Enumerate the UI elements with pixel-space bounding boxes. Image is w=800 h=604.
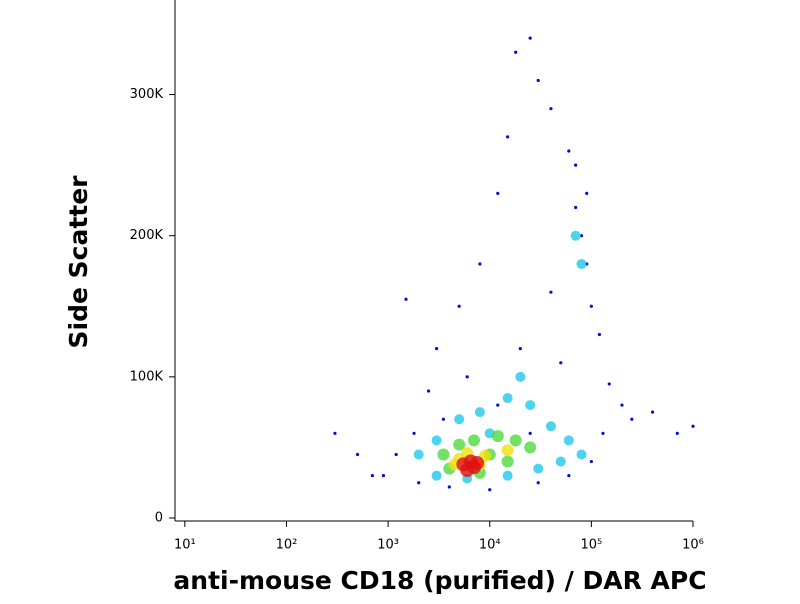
data-point [620,403,624,407]
data-point [506,135,510,139]
data-point [488,488,492,492]
data-point [412,431,416,435]
x-tick-label: 10³ [377,538,399,553]
x-tick-label: 10⁶ [682,538,704,553]
data-point [478,262,482,266]
data-point [559,361,563,365]
data-point [515,371,526,382]
y-tick-label: 0 [155,511,163,526]
data-point [528,431,532,435]
data-point [570,230,581,241]
data-point [630,417,634,421]
data-point [574,163,578,167]
data-point [509,434,522,447]
data-point [501,455,514,468]
data-point [528,36,532,40]
x-tick-label: 10¹ [174,538,196,553]
data-point [441,417,446,421]
data-point [601,431,605,435]
data-point [457,304,461,308]
data-point [434,347,439,351]
x-tick-label: 10² [276,538,298,553]
data-point [333,431,337,435]
data-point [460,463,475,478]
data-point [574,205,578,210]
data-point [576,449,587,460]
y-tick-label: 100K [130,369,164,384]
data-point [502,393,513,404]
data-point [536,78,540,83]
data-point [431,435,442,446]
data-point [502,470,513,481]
data-point [607,382,611,386]
data-point [545,421,556,432]
data-point [381,474,386,478]
y-tick-label: 300K [130,87,164,102]
data-point [417,481,421,485]
data-point [650,410,655,414]
data-point [437,448,450,461]
x-tick-label: 10⁵ [580,538,602,553]
data-point [567,474,571,478]
data-point [394,452,398,457]
data-point [404,297,408,301]
data-point [355,452,360,457]
data-point [549,107,553,111]
data-point [585,191,589,195]
data-point [589,459,593,464]
data-point [370,474,374,478]
data-point [555,456,566,467]
data-point [549,290,553,294]
data-point [467,434,480,447]
x-axis-title: anti-mouse CD18 (purified) / DAR APC [173,566,706,595]
data-point [447,485,451,489]
data-point [501,444,514,457]
data-point [518,347,522,351]
data-point [525,400,536,411]
data-point [536,481,540,485]
data-point [579,234,584,238]
data-point [413,449,424,460]
data-point [589,304,593,308]
data-point [524,441,537,454]
data-point [426,389,431,393]
data-point [491,430,504,443]
y-axis-title: Side Scatter [64,175,93,349]
data-point [431,470,442,481]
data-point [597,332,602,337]
data-point [496,403,500,407]
data-point [465,375,469,379]
data-point [454,414,465,425]
data-point [470,455,485,470]
data-point [675,431,679,435]
data-point [533,463,544,474]
x-tick-label: 10⁴ [479,538,501,553]
data-point [691,424,695,428]
data-point [563,435,574,446]
data-point [514,50,518,54]
data-point [567,149,571,153]
data-point [453,438,466,451]
data-point [576,258,587,269]
y-tick-label: 200K [130,228,164,243]
data-point [474,407,485,418]
data-point [496,191,500,195]
